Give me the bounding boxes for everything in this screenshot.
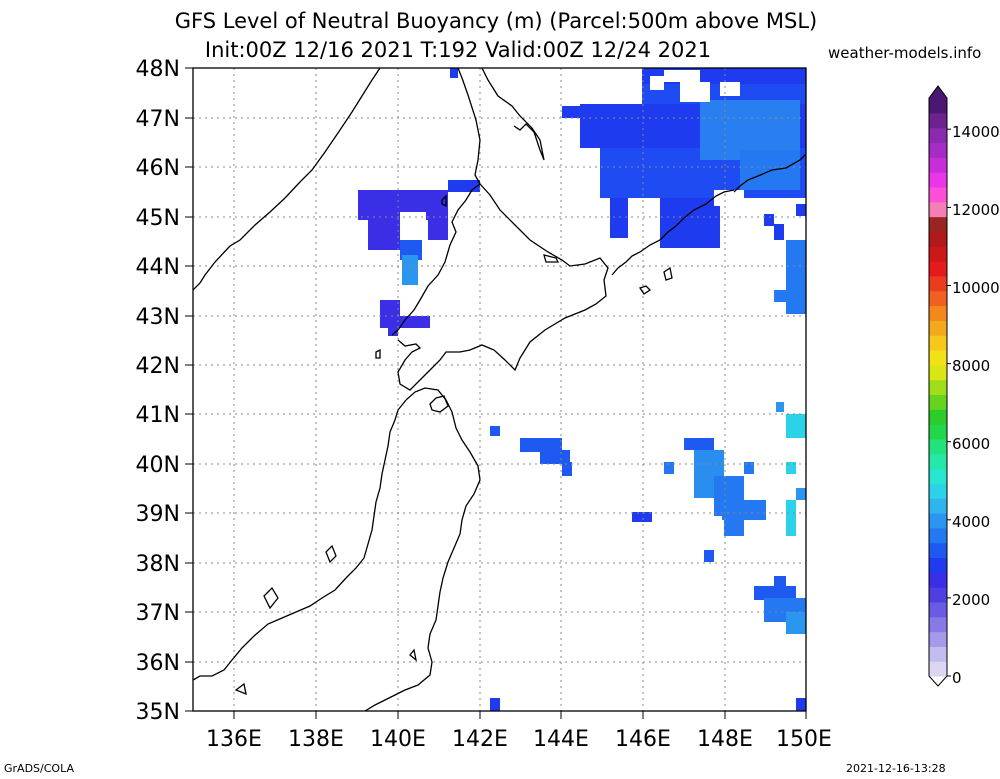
latitude-labels: 48N 47N 46N 45N 44N 43N 42N 41N 40N 39N … [136,57,180,725]
colorbar-swatch [929,201,947,218]
colorbar-swatch [929,216,947,232]
colorbar-swatch [929,127,947,144]
colorbar-swatch [929,98,947,114]
colorbar-swatch [929,112,947,129]
map-title-line1: GFS Level of Neutral Buoyancy (m) (Parce… [174,9,818,33]
colorbar-swatch [929,379,947,396]
lat-label: 44N [136,255,180,280]
colorbar-top-arrow [929,86,947,98]
colorbar-swatch [929,320,947,336]
colorbar-swatch [929,631,947,647]
colorbar-swatch [929,587,947,603]
colorbar-label: 6000 [952,435,990,453]
colorbar-swatch [929,305,947,321]
colorbar-swatch [929,290,947,307]
colorbar-swatch [929,231,947,247]
lat-label: 37N [136,601,180,626]
colorbar-labels: 14000 12000 10000 8000 6000 4000 2000 0 [952,123,1000,687]
lat-label: 35N [136,700,180,725]
colorbar-swatch [929,498,947,514]
colorbar-swatch [929,646,947,662]
lon-label: 136E [206,727,262,752]
colorbar-swatch [929,661,947,677]
colorbar-label: 4000 [952,513,990,531]
buoyancy-field [358,68,806,711]
colorbar-swatch [929,186,947,203]
colorbar-swatch [929,409,947,425]
colorbar-swatch [929,424,947,440]
colorbar-swatch [929,157,947,173]
lat-label: 42N [136,354,180,379]
colorbar-swatch [929,453,947,470]
lat-label: 47N [136,107,180,132]
colorbar-swatch [929,261,947,277]
coastlines [193,68,806,711]
brand-label: weather-models.info [828,44,982,62]
longitude-labels: 136E 138E 140E 142E 144E 146E 148E 150E [206,727,832,752]
colorbar-swatch [929,438,947,455]
colorbar-swatch [929,335,947,351]
colorbar-swatch [929,394,947,410]
colorbar-label: 2000 [952,591,990,609]
colorbar-label: 14000 [952,123,1000,141]
footer-grads-label: GrADS/COLA [4,762,74,775]
colorbar-swatch [929,557,947,573]
lon-label: 138E [288,727,344,752]
lat-label: 45N [136,206,180,231]
map-ticks [185,67,807,719]
lat-label: 40N [136,453,180,478]
lat-label: 39N [136,502,180,527]
colorbar-label: 0 [952,669,962,687]
colorbar-swatch [929,542,947,559]
lat-label: 36N [136,651,180,676]
colorbar-swatch [929,349,947,366]
colorbar-swatch [929,616,947,633]
lat-label: 41N [136,403,180,428]
colorbar-swatch [929,512,947,529]
lon-label: 144E [533,727,589,752]
colorbar-swatch [929,483,947,499]
lon-label: 140E [370,727,426,752]
colorbar [928,85,951,687]
colorbar-swatch [929,468,947,484]
lat-label: 46N [136,156,180,181]
colorbar-swatch [929,275,947,292]
lat-label: 43N [136,305,180,330]
colorbar-label: 10000 [952,279,1000,297]
colorbar-swatch [929,601,947,618]
colorbar-swatch [929,527,947,544]
map-frame [192,67,807,712]
lat-label: 48N [136,57,180,82]
colorbar-swatch [929,246,947,262]
colorbar-swatch [929,364,947,381]
map-gridlines [193,68,806,711]
colorbar-label: 8000 [952,357,990,375]
lat-label: 38N [136,552,180,577]
footer-timestamp: 2021-12-16-13:28 [846,762,946,775]
map-title-line2: Init:00Z 12/16 2021 T:192 Valid:00Z 12/2… [204,38,712,62]
lon-label: 148E [697,727,753,752]
lon-label: 142E [452,727,508,752]
colorbar-swatch [929,142,947,158]
colorbar-swatch [929,172,947,188]
lon-label: 150E [776,727,832,752]
lon-label: 146E [615,727,671,752]
colorbar-swatch [929,572,947,588]
colorbar-label: 12000 [952,201,1000,219]
